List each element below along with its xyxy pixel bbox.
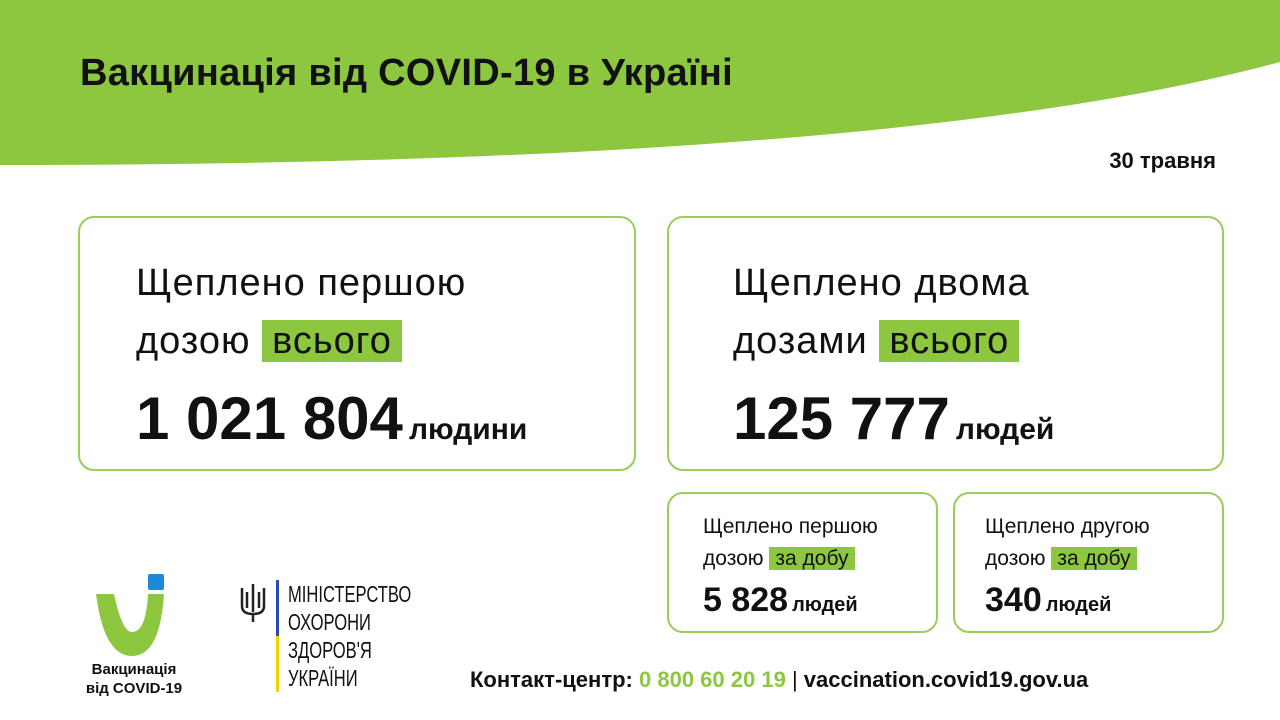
logo-line: від COVID-19 — [85, 680, 183, 697]
card-label: Щеплено першою — [703, 515, 878, 538]
contact-label: Контакт-центр: — [470, 667, 633, 692]
contact-phone[interactable]: 0 800 60 20 19 — [639, 667, 786, 692]
header-banner — [0, 0, 1280, 165]
card-label: Щеплено першою — [136, 262, 467, 304]
flag-divider-blue — [276, 580, 279, 636]
total-first-dose-card: Щеплено першою дозою всього 1 021 804 люд… — [78, 216, 636, 471]
card-label: дозою — [985, 547, 1046, 570]
count-value: 1 021 804 — [136, 385, 403, 452]
ministry-line: МІНІСТЕРСТВО — [288, 581, 412, 607]
contact-footer: Контакт-центр: 0 800 60 20 19 | vaccinat… — [470, 667, 1088, 693]
ministry-line: ЗДОРОВ'Я — [288, 637, 372, 663]
card-label: дозою — [136, 320, 251, 362]
highlight-badge: за добу — [1051, 547, 1137, 570]
total-second-dose-card: Щеплено двома дозами всього 125 777 людей — [667, 216, 1224, 471]
count-value: 5 828 — [703, 581, 789, 619]
daily-first-dose-card: Щеплено першою дозою за добу 5 828 людей — [667, 492, 938, 633]
highlight-badge: за добу — [769, 547, 855, 570]
count-unit: людей — [1045, 594, 1112, 616]
count-unit: людини — [408, 413, 528, 446]
highlight-badge: всього — [879, 320, 1020, 362]
card-label: дозами — [733, 320, 868, 362]
card-label: Щеплено двома — [733, 262, 1030, 304]
separator: | — [791, 667, 798, 692]
trident-icon — [240, 584, 266, 622]
vaccination-logo-icon — [96, 574, 164, 656]
count-value: 340 — [985, 581, 1042, 619]
highlight-badge: всього — [262, 320, 402, 362]
logo-line: Вакцинація — [91, 661, 177, 678]
page-title: Вакцинація від COVID-19 в Україні — [80, 52, 734, 94]
ministry-line: УКРАЇНИ — [288, 665, 358, 691]
count-unit: людей — [955, 413, 1055, 446]
ministry-logo-text: МІНІСТЕРСТВО ОХОРОНИ ЗДОРОВ'Я УКРАЇНИ — [288, 580, 411, 692]
daily-second-dose-card: Щеплено другою дозою за добу 340 людей — [953, 492, 1224, 633]
flag-divider-yellow — [276, 636, 279, 692]
count-unit: людей — [792, 594, 858, 616]
vaccination-logo-caption: Вакцинація від COVID-19 — [72, 660, 196, 698]
card-label: дозою — [703, 547, 764, 570]
count-value: 125 777 — [733, 385, 950, 452]
card-label: Щеплено другою — [985, 515, 1150, 538]
website-link[interactable]: vaccination.covid19.gov.ua — [803, 667, 1089, 692]
ministry-line: ОХОРОНИ — [288, 609, 371, 635]
date-label: 30 травня — [1109, 148, 1216, 173]
